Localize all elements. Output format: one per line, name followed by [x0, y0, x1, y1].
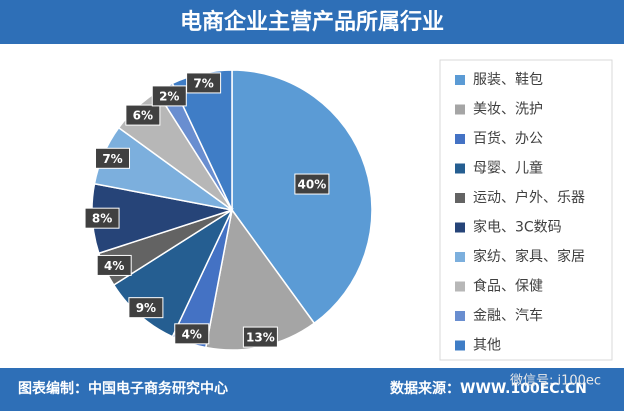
legend-label: 食品、保健 — [473, 278, 543, 295]
label-box — [186, 72, 222, 94]
data-label: 9% — [136, 301, 156, 315]
footer-compiler: 图表编制：中国电子商务研究中心 — [18, 380, 228, 397]
label-box — [242, 326, 278, 348]
label-box — [96, 254, 132, 276]
legend-swatch — [455, 311, 465, 321]
legend-swatch — [455, 75, 465, 85]
data-label: 7% — [102, 152, 122, 166]
legend-label: 其他 — [473, 338, 501, 354]
legend-swatch — [455, 252, 465, 262]
legend-box — [439, 59, 613, 361]
legend-label: 家电、3C数码 — [473, 219, 562, 236]
legend-label: 母婴、儿童 — [473, 160, 543, 177]
label-box — [151, 85, 187, 107]
data-label: 7% — [193, 76, 213, 90]
label-box — [95, 147, 131, 169]
data-label: 40% — [298, 178, 327, 192]
data-label: 4% — [104, 259, 124, 273]
data-label: 8% — [92, 212, 112, 226]
legend-label: 服装、鞋包 — [473, 72, 543, 88]
footer-bar — [0, 368, 624, 411]
watermark: 微信号: i100ec — [510, 374, 601, 389]
legend-label: 美妆、洗护 — [473, 102, 543, 118]
legend-swatch — [455, 193, 465, 203]
legend-swatch — [455, 163, 465, 174]
chart-title: 电商企业主营产品所属行业 — [180, 9, 444, 35]
label-box — [174, 323, 210, 345]
label-box — [84, 207, 120, 229]
legend-label: 运动、户外、乐器 — [473, 189, 585, 206]
data-label: 13% — [246, 331, 275, 345]
data-label: 2% — [159, 89, 179, 103]
legend-swatch — [455, 134, 465, 144]
legend-swatch — [455, 340, 465, 351]
header-bar — [0, 0, 624, 44]
label-box — [128, 297, 164, 319]
data-label: 6% — [133, 109, 153, 123]
label-box — [125, 104, 161, 126]
data-label: 4% — [182, 327, 202, 341]
legend-label: 百货、办公 — [473, 130, 543, 147]
legend-swatch — [455, 222, 465, 233]
footer-source: 数据来源：WWW.100EC.CN — [390, 380, 587, 397]
legend-swatch — [455, 281, 465, 292]
label-box — [294, 173, 330, 195]
legend-swatch — [455, 104, 465, 115]
legend-label: 家纺、家具、家居 — [473, 248, 585, 265]
legend-label: 金融、汽车 — [473, 307, 543, 324]
pie-slice — [231, 69, 373, 325]
